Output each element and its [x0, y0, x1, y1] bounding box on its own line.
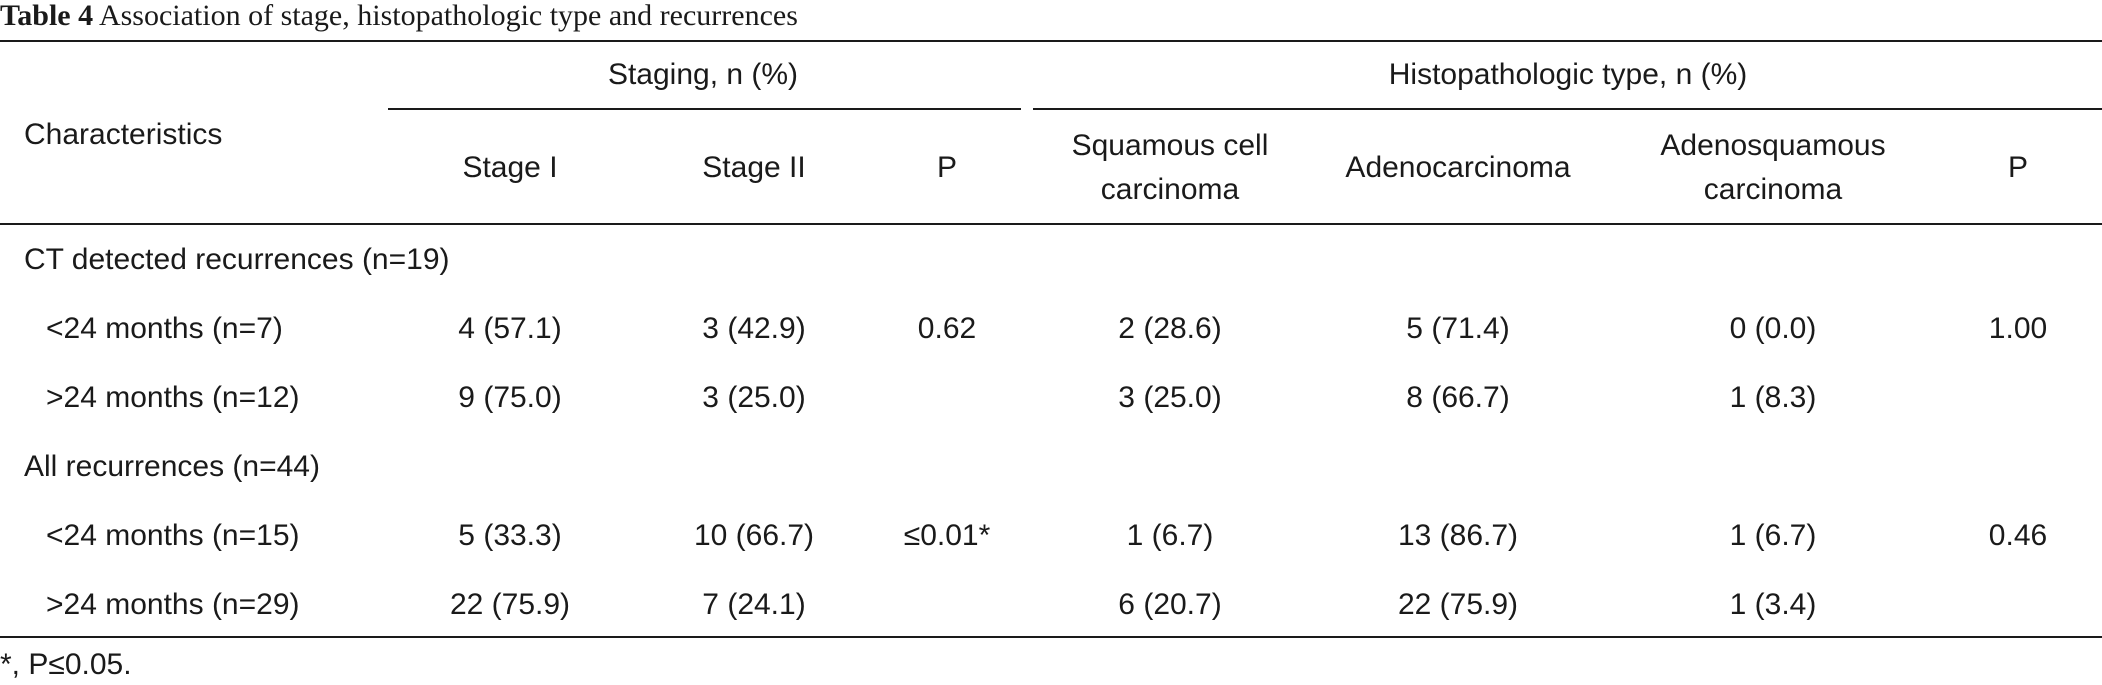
- cell-adenosquamous: 1 (3.4): [1729, 588, 1817, 621]
- header-squamous-line1: Squamous cell: [1071, 129, 1269, 162]
- header-adenocarcinoma: Adenocarcinoma: [1345, 151, 1571, 184]
- cell-stage-1: 22 (75.9): [449, 588, 571, 621]
- cell-p-staging: ≤0.01*: [903, 519, 991, 552]
- cell-squamous: 1 (6.7): [1126, 519, 1214, 552]
- cell-stage-2: 7 (24.1): [702, 588, 806, 621]
- header-stage-1: Stage I: [462, 151, 558, 184]
- header-p-histo: P: [2007, 151, 2029, 184]
- cell-adenosquamous: 1 (8.3): [1729, 381, 1817, 414]
- row-label: >24 months (n=29): [46, 588, 300, 621]
- table-caption-text: Association of stage, histopathologic ty…: [98, 0, 798, 32]
- bottom-rule: [0, 636, 2102, 638]
- cell-adenocarcinoma: 22 (75.9): [1397, 588, 1519, 621]
- header-staging-group: Staging, n (%): [607, 58, 799, 91]
- header-adenosquamous: Adenosquamous carcinoma: [1660, 124, 1885, 212]
- cell-adenocarcinoma: 5 (71.4): [1406, 312, 1510, 345]
- cell-adenocarcinoma: 13 (86.7): [1397, 519, 1519, 552]
- staging-group-rule: [388, 108, 1021, 110]
- cell-stage-2: 10 (66.7): [693, 519, 815, 552]
- cell-stage-1: 9 (75.0): [458, 381, 562, 414]
- cell-stage-2: 3 (42.9): [702, 312, 806, 345]
- row-label: <24 months (n=15): [46, 519, 300, 552]
- cell-stage-1: 5 (33.3): [458, 519, 562, 552]
- table-footnote: *, P≤0.05.: [0, 648, 132, 681]
- cell-squamous: 2 (28.6): [1118, 312, 1222, 345]
- row-label: <24 months (n=7): [46, 312, 283, 345]
- header-stage-2: Stage II: [702, 151, 806, 184]
- header-histo-group: Histopathologic type, n (%): [1388, 58, 1748, 91]
- cell-p-staging: 0.62: [917, 312, 977, 345]
- top-rule: [0, 40, 2102, 42]
- cell-squamous: 6 (20.7): [1118, 588, 1222, 621]
- cell-p-histo: 1.00: [1988, 312, 2048, 345]
- cell-adenosquamous: 0 (0.0): [1729, 312, 1817, 345]
- cell-p-histo: 0.46: [1988, 519, 2048, 552]
- cell-stage-2: 3 (25.0): [702, 381, 806, 414]
- table-caption: Table 4 Association of stage, histopatho…: [0, 0, 798, 40]
- cell-stage-1: 4 (57.1): [458, 312, 562, 345]
- header-characteristics: Characteristics: [24, 118, 223, 151]
- table-caption-label: Table 4: [0, 0, 94, 32]
- histo-group-rule: [1033, 108, 2102, 110]
- header-bottom-rule: [0, 223, 2102, 225]
- cell-adenosquamous: 1 (6.7): [1729, 519, 1817, 552]
- header-squamous-line2: carcinoma: [1100, 173, 1240, 206]
- header-adenosquamous-line2: carcinoma: [1703, 173, 1843, 206]
- header-squamous-cell: Squamous cell carcinoma: [1072, 124, 1269, 212]
- section-label-ct: CT detected recurrences (n=19): [24, 243, 450, 276]
- header-adenosquamous-line1: Adenosquamous: [1660, 129, 1886, 162]
- header-p-staging: P: [936, 151, 958, 184]
- row-label: >24 months (n=12): [46, 381, 300, 414]
- cell-adenocarcinoma: 8 (66.7): [1406, 381, 1510, 414]
- section-label-all: All recurrences (n=44): [24, 450, 320, 483]
- cell-squamous: 3 (25.0): [1118, 381, 1222, 414]
